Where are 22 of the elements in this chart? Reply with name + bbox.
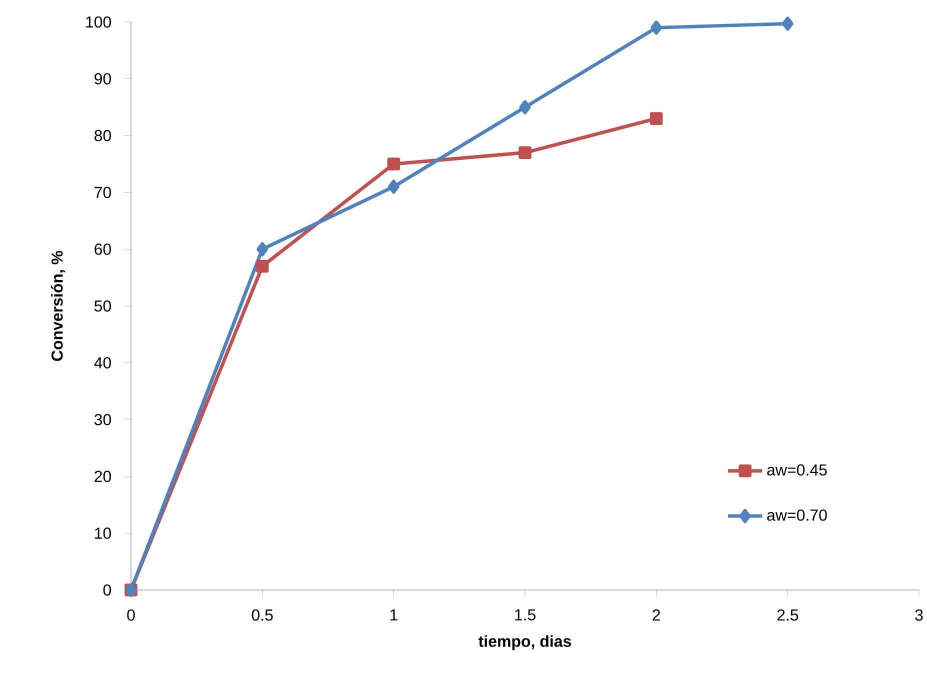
y-tick-label: 60 — [94, 244, 112, 255]
x-tick-label: 1.5 — [515, 609, 536, 621]
x-axis-title: tiempo, dias — [478, 635, 572, 650]
x-tick-label: 0.5 — [252, 609, 273, 621]
y-tick-label: 90 — [94, 73, 112, 84]
x-tick-label: 3 — [915, 609, 923, 621]
y-tick-label: 100 — [86, 16, 112, 28]
y-tick-label: 40 — [94, 357, 112, 368]
y-tick-label: 10 — [95, 528, 112, 539]
y-axis-title: Conversión, % — [50, 250, 66, 361]
y-tick-label: 80 — [94, 130, 112, 142]
x-tick-label: 2 — [652, 609, 660, 621]
y-tick-label: 30 — [94, 414, 112, 426]
legend-label: aw=0.45 — [767, 464, 827, 476]
y-tick-label: 20 — [94, 470, 112, 482]
y-tick-label: 50 — [94, 300, 112, 312]
legend-label: aw=0.70 — [767, 509, 827, 521]
x-tick-label: 2.5 — [777, 609, 798, 621]
x-tick-label: 1 — [390, 609, 398, 620]
x-tick-label: 0 — [127, 609, 135, 621]
y-tick-label: 0 — [103, 584, 112, 596]
y-tick-label: 70 — [94, 186, 112, 198]
